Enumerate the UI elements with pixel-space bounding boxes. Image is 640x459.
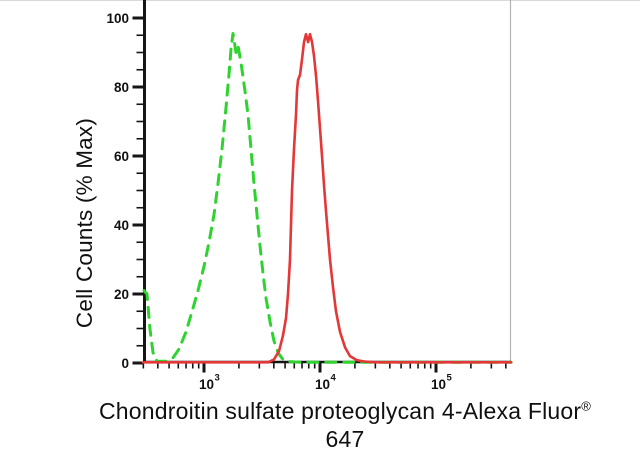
y-axis-tick-label: 20 <box>114 287 129 302</box>
x-axis-tick-exponent: 5 <box>447 373 453 384</box>
x-axis-tick-label: 10 <box>199 377 214 392</box>
caption-line2: 647 <box>325 426 365 452</box>
x-axis-tick-label: 10 <box>315 377 330 392</box>
y-axis-tick-label: 40 <box>114 218 129 233</box>
x-axis-caption: Chondroitin sulfate proteoglycan 4-Alexa… <box>52 397 638 453</box>
x-axis-tick-exponent: 3 <box>215 373 220 384</box>
green-dashed-histogram-curve <box>142 32 513 364</box>
red-solid-histogram-curve <box>141 32 513 364</box>
y-axis-tick-label: 100 <box>106 11 129 26</box>
image-top-border <box>0 0 640 1</box>
registered-trademark-symbol: ® <box>581 398 592 414</box>
y-axis-tick-label: 80 <box>114 80 129 95</box>
x-axis-tick-label: 10 <box>431 377 446 392</box>
y-axis-tick-label: 60 <box>114 149 129 164</box>
caption-line1: Chondroitin sulfate proteoglycan 4-Alexa… <box>98 398 582 424</box>
y-axis-tick-label: 0 <box>121 356 129 371</box>
x-axis-tick-exponent: 4 <box>331 373 337 384</box>
